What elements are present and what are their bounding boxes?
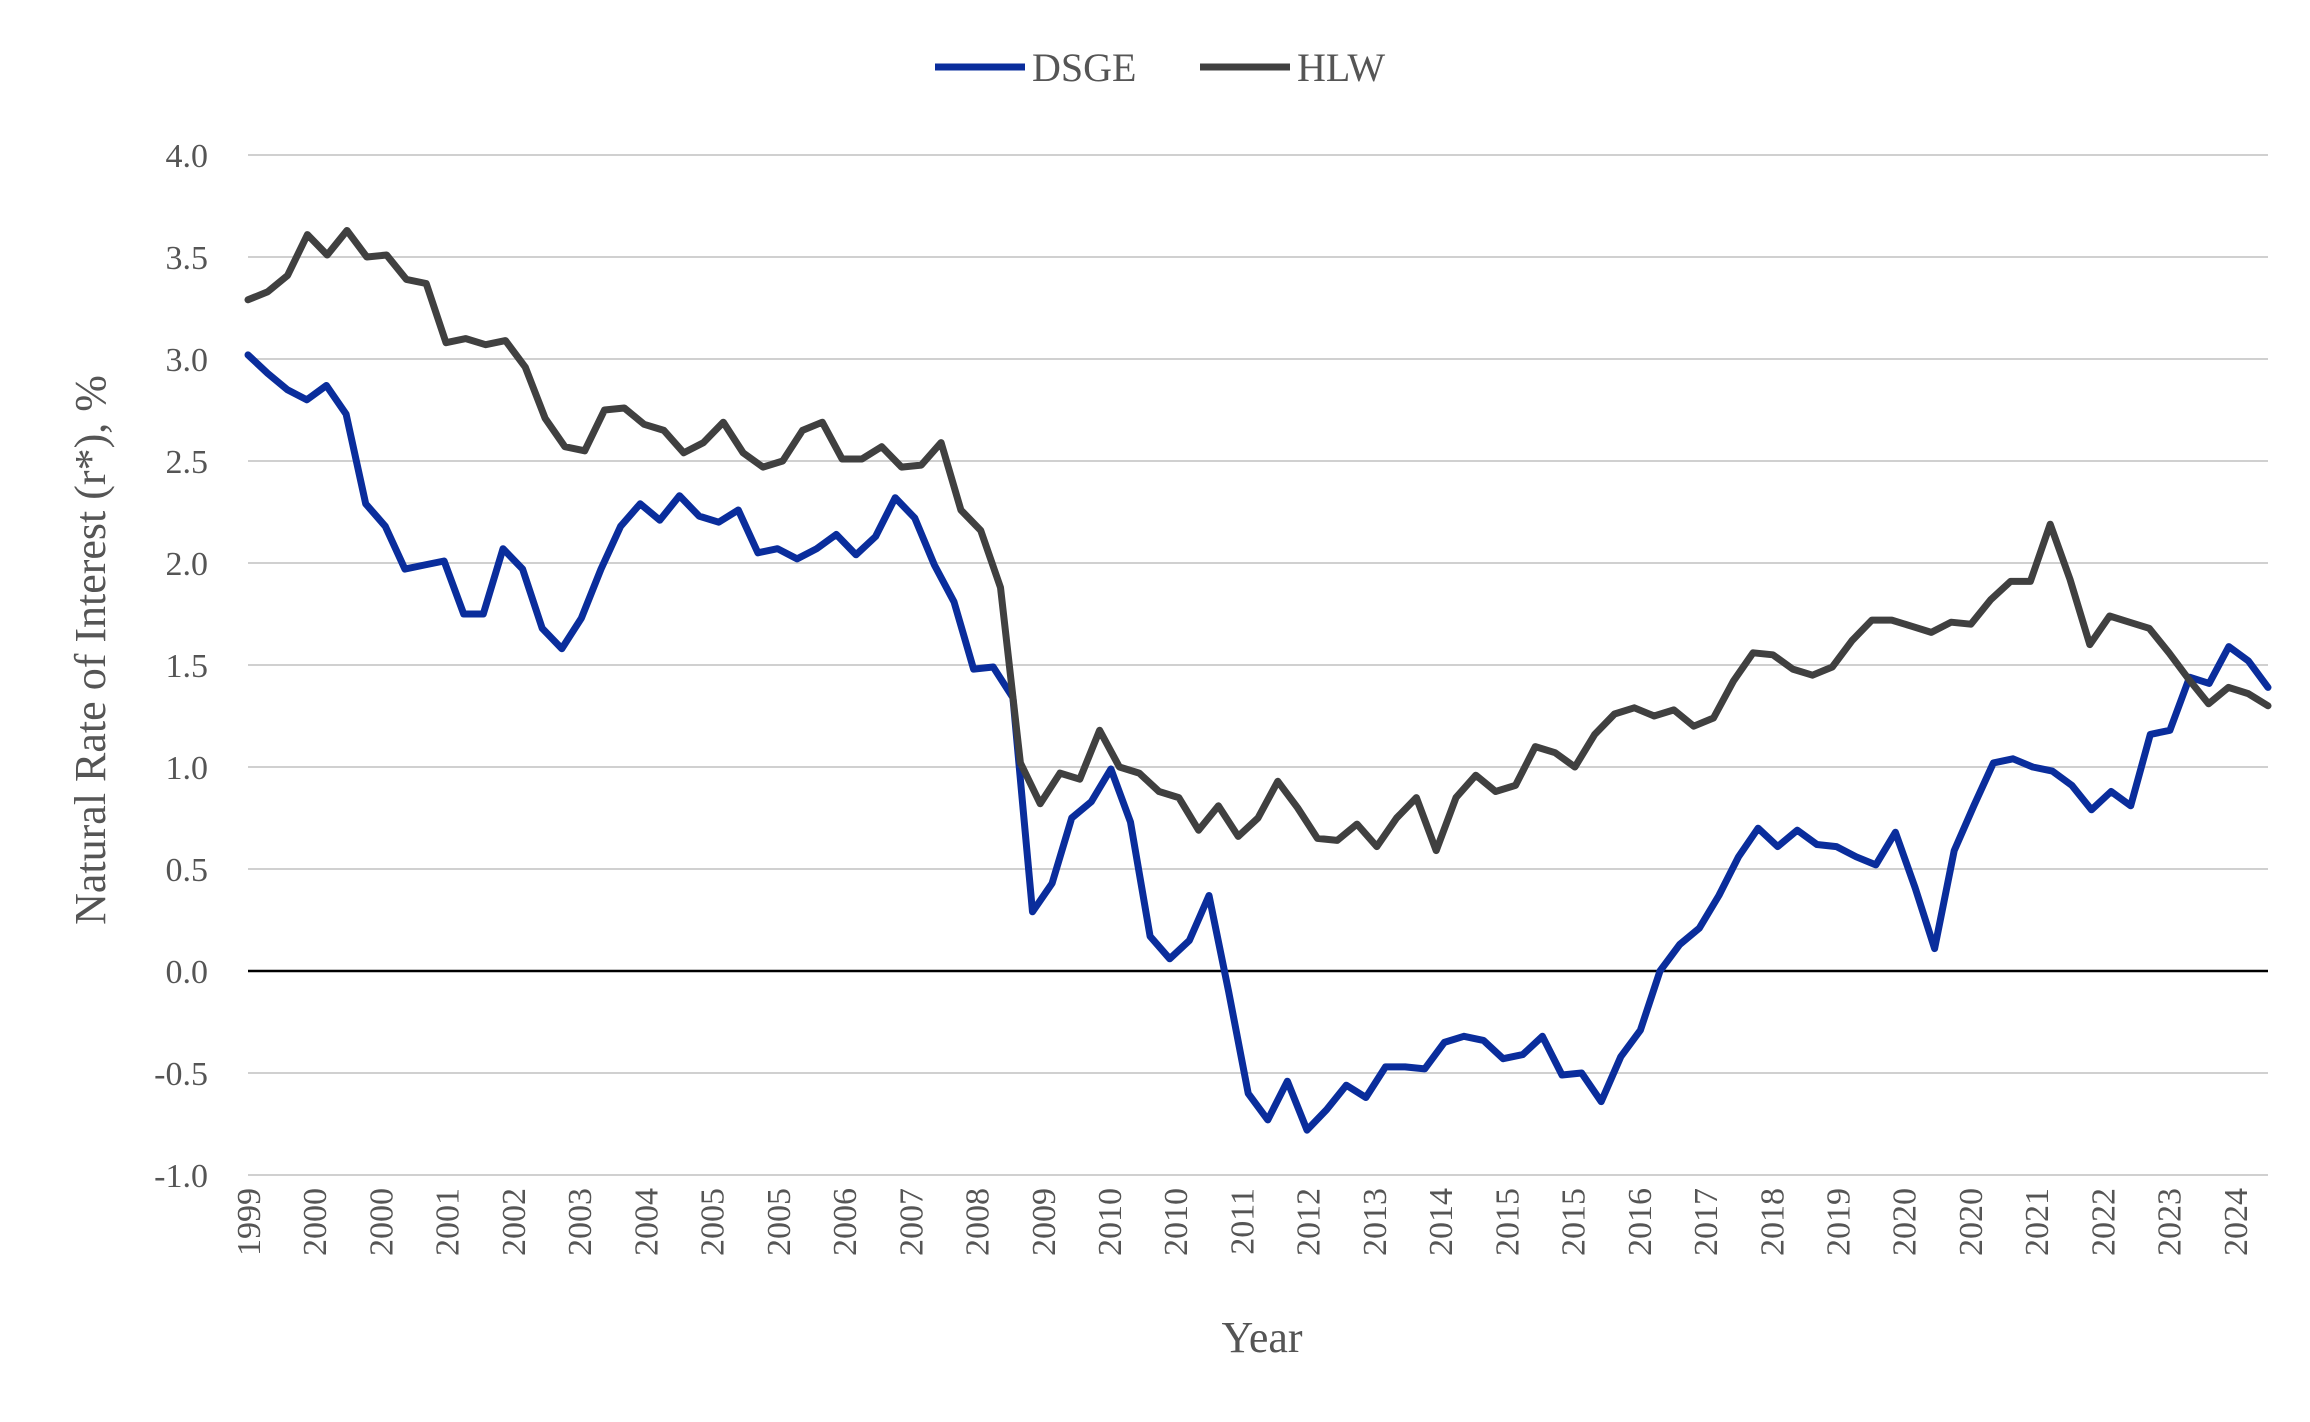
y-tick-label: 3.5 xyxy=(166,240,209,277)
x-tick-label: 2010 xyxy=(1092,1188,1129,1256)
x-tick-label: 2002 xyxy=(496,1188,533,1256)
x-tick-label: 2005 xyxy=(761,1188,798,1256)
x-tick-label: 2003 xyxy=(562,1188,599,1256)
legend-label-hlw: HLW xyxy=(1297,45,1385,90)
x-tick-label: 2015 xyxy=(1489,1188,1526,1256)
x-tick-label: 2011 xyxy=(1224,1188,1261,1255)
series-lines xyxy=(244,227,2272,1134)
y-tick-label: 1.5 xyxy=(166,648,209,685)
y-tick-label: 3.0 xyxy=(166,342,209,379)
y-tick-label: 0.5 xyxy=(166,852,209,889)
x-tick-label: 2014 xyxy=(1423,1188,1460,1256)
y-tick-label: -1.0 xyxy=(154,1158,208,1195)
gridlines xyxy=(248,154,2268,1176)
y-tick-label: 2.5 xyxy=(166,444,209,481)
y-tick-label: 4.0 xyxy=(166,138,209,175)
x-tick-label: 1999 xyxy=(231,1188,268,1256)
y-axis-tick-labels: 4.0 3.5 3.0 2.5 2.0 1.5 1.0 0.5 0.0 -0.5 -1.0 xyxy=(154,138,208,1195)
y-axis-title: Natural Rate of Interest (r*), % xyxy=(66,375,115,925)
x-tick-label: 2020 xyxy=(1953,1188,1990,1256)
x-tick-label: 2005 xyxy=(695,1188,732,1256)
legend: DSGE HLW xyxy=(935,45,1385,90)
x-tick-label: 2020 xyxy=(1887,1188,1924,1256)
x-tick-label: 2022 xyxy=(2085,1188,2122,1256)
series-line-dsge xyxy=(244,351,2272,1134)
legend-label-dsge: DSGE xyxy=(1032,45,1136,90)
x-tick-label: 2001 xyxy=(430,1188,467,1256)
x-tick-label: 2007 xyxy=(893,1188,930,1256)
x-tick-label: 2016 xyxy=(1622,1188,1659,1256)
x-tick-label: 2006 xyxy=(827,1188,864,1256)
x-tick-label: 2024 xyxy=(2218,1188,2255,1256)
series-line-hlw xyxy=(244,227,2272,855)
x-tick-label: 2000 xyxy=(297,1188,334,1256)
x-tick-label: 2012 xyxy=(1291,1188,1328,1256)
x-tick-label: 2013 xyxy=(1357,1188,1394,1256)
y-tick-label: -0.5 xyxy=(154,1056,208,1093)
x-tick-label: 2015 xyxy=(1556,1188,1593,1256)
y-tick-label: 1.0 xyxy=(166,750,209,787)
x-tick-label: 2017 xyxy=(1688,1188,1725,1256)
y-tick-label: 2.0 xyxy=(166,546,209,583)
x-tick-label: 2009 xyxy=(1026,1188,1063,1256)
x-tick-label: 2004 xyxy=(628,1188,665,1256)
x-tick-label: 2023 xyxy=(2152,1188,2189,1256)
x-tick-label: 2019 xyxy=(1821,1188,1858,1256)
x-tick-label: 2000 xyxy=(363,1188,400,1256)
y-tick-label: 0.0 xyxy=(166,954,209,991)
x-tick-label: 2018 xyxy=(1754,1188,1791,1256)
x-tick-label: 2010 xyxy=(1158,1188,1195,1256)
x-tick-label: 2021 xyxy=(2019,1188,2056,1256)
x-axis-title: Year xyxy=(1221,1313,1302,1362)
x-tick-label: 2008 xyxy=(960,1188,997,1256)
x-axis-tick-labels: 1999 2000 2000 2001 2002 2003 2004 2005 2005 2006… xyxy=(231,1188,2255,1256)
